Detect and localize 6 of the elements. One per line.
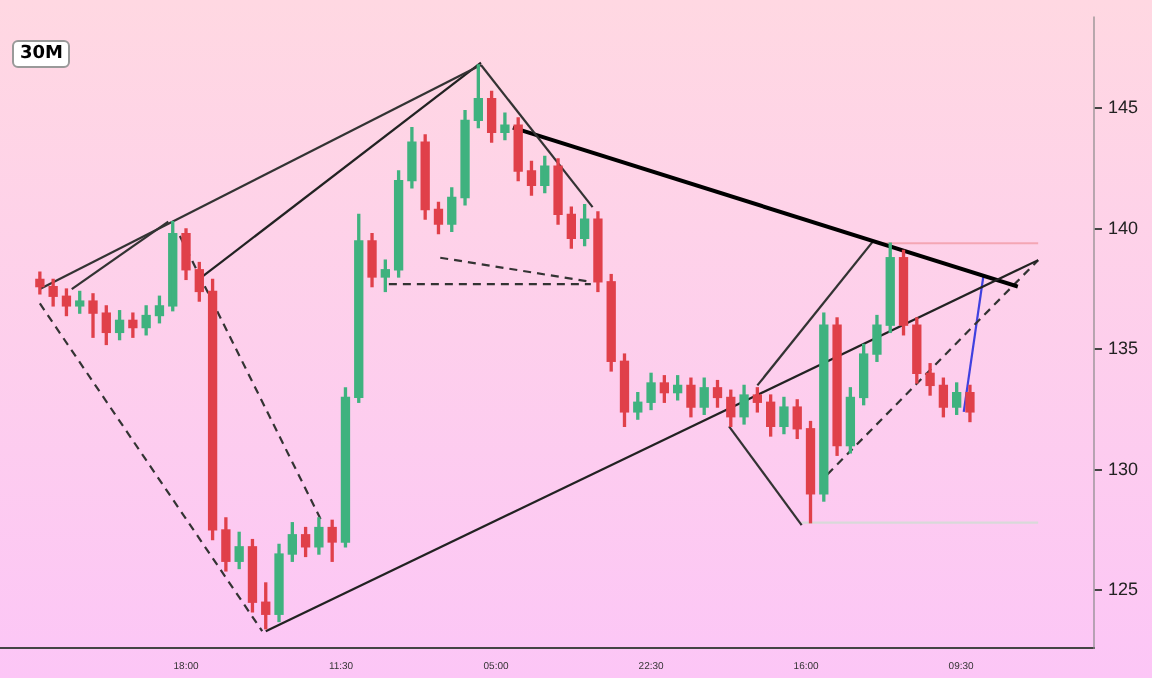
y-tick-label: 125 [1107,579,1139,600]
text: 30M [12,40,71,68]
y-tick-label: 140 [1107,217,1139,238]
y-tick-label: 130 [1107,458,1139,479]
y-tick-label: 135 [1107,338,1139,359]
y-tick-label: 145 [1107,97,1139,118]
